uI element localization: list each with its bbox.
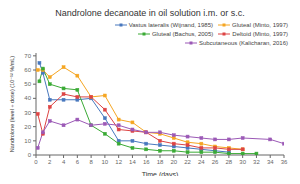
html-text:Deltoid (Minto, 1997): Deltoid (Minto, 1997)	[232, 31, 288, 37]
svg-text:24: 24	[198, 159, 205, 165]
svg-text:70: 70	[24, 53, 31, 59]
svg-text:16: 16	[143, 159, 150, 165]
svg-text:36: 36	[281, 159, 288, 165]
svg-text:28: 28	[226, 159, 233, 165]
svg-text:14: 14	[129, 159, 136, 165]
svg-text:30: 30	[24, 110, 31, 116]
svg-text:40: 40	[24, 95, 31, 101]
svg-text:10: 10	[24, 138, 31, 144]
svg-text:34: 34	[267, 159, 274, 165]
html-text:Vastus lateralis (Wijnand, 198: Vastus lateralis (Wijnand, 1985)	[128, 22, 213, 28]
svg-text:8: 8	[89, 159, 93, 165]
svg-text:20: 20	[170, 159, 177, 165]
svg-text:0: 0	[28, 152, 32, 158]
svg-text:Time (days): Time (days)	[142, 171, 179, 176]
html-text:Gluteal (Minto, 1997): Gluteal (Minto, 1997)	[232, 22, 288, 28]
svg-text:4: 4	[62, 159, 66, 165]
svg-text:60: 60	[24, 67, 31, 73]
svg-text:26: 26	[212, 159, 219, 165]
html-text:Nandrolone decanoate in oil so: Nandrolone decanoate in oil solution i.m…	[55, 8, 245, 18]
svg-text:18: 18	[157, 159, 164, 165]
svg-text:12: 12	[115, 159, 122, 165]
svg-text:Nandrolone (level ÷ dose) (10⁻: Nandrolone (level ÷ dose) (10⁻¹² %/mL)	[9, 56, 15, 153]
svg-text:50: 50	[24, 81, 31, 87]
html-text:Gluteal (Bachus, 2005): Gluteal (Bachus, 2005)	[151, 31, 214, 37]
svg-text:6: 6	[76, 159, 80, 165]
svg-text:30: 30	[239, 159, 246, 165]
svg-text:10: 10	[102, 159, 109, 165]
html-text:Subcutaneous (Kalicharan, 2016: Subcutaneous (Kalicharan, 2016)	[198, 40, 288, 46]
svg-text:0: 0	[34, 159, 38, 165]
svg-text:22: 22	[184, 159, 191, 165]
svg-text:32: 32	[253, 159, 260, 165]
svg-text:2: 2	[48, 159, 52, 165]
svg-text:20: 20	[24, 124, 31, 130]
